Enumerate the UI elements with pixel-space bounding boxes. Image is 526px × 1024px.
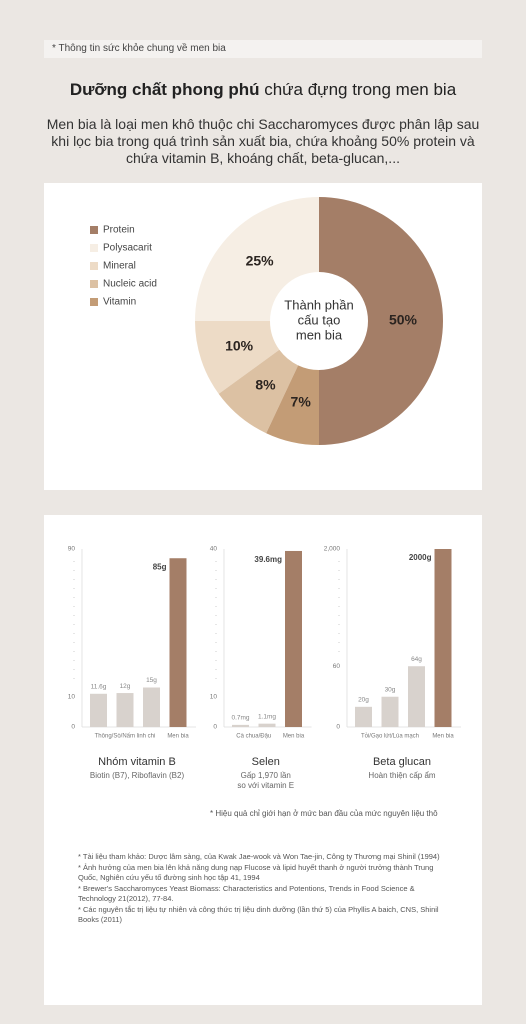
intro: Men bia là loại men khô thuộc chi Saccha… bbox=[46, 116, 480, 166]
reference: * Brewer's Saccharomyces Yeast Biomass: … bbox=[78, 883, 415, 904]
legend-label: Nucleic acid bbox=[103, 279, 157, 290]
value-label: 12g bbox=[120, 683, 131, 690]
center-label: men bia bbox=[296, 327, 343, 342]
reference: * Các nguyên tắc trị liệu tự nhiên và cô… bbox=[78, 904, 439, 925]
value-label: 50% bbox=[389, 312, 418, 328]
bar bbox=[285, 550, 302, 727]
bar bbox=[143, 687, 160, 727]
value-label: 39.6mg bbox=[254, 555, 282, 564]
bar bbox=[258, 723, 276, 727]
reference: * Tài liệu tham khảo: Dược lâm sàng, của… bbox=[78, 852, 440, 861]
legend-swatch bbox=[90, 298, 98, 306]
x-tick-label: Thông/Sò/Nấm linh chi bbox=[95, 734, 156, 740]
value-label: 1.1mg bbox=[258, 713, 276, 720]
value-label: 2000g bbox=[409, 553, 432, 562]
y-tick-label: 10 bbox=[68, 693, 76, 700]
donut-slice bbox=[218, 349, 299, 434]
donut-slice bbox=[195, 321, 280, 394]
y-tick-label: 0 bbox=[213, 724, 217, 731]
panel bbox=[44, 515, 482, 1005]
legend-label: Protein bbox=[103, 225, 135, 236]
bar bbox=[381, 696, 399, 727]
donut-slice bbox=[266, 365, 319, 445]
footnote: * Hiệu quả chỉ giới hạn ở mức ban đầu củ… bbox=[210, 809, 438, 818]
value-label: 8% bbox=[255, 376, 276, 392]
value-label: 0.7mg bbox=[231, 715, 249, 722]
y-tick-label: 0 bbox=[71, 724, 75, 731]
value-label: 64g bbox=[411, 656, 422, 663]
chart-subtitle: Gấp 1,970 lần bbox=[241, 771, 291, 780]
y-tick-label: 2,000 bbox=[324, 546, 341, 553]
legend-label: Polysacarit bbox=[103, 243, 152, 254]
legend-swatch bbox=[90, 280, 98, 288]
bar bbox=[90, 693, 107, 727]
value-label: 20g bbox=[358, 697, 369, 704]
y-tick-label: 10 bbox=[210, 693, 218, 700]
bar bbox=[355, 706, 372, 727]
bar bbox=[169, 558, 187, 727]
bar bbox=[116, 693, 134, 727]
title: Dưỡng chất phong phú chứa đựng trong men… bbox=[0, 80, 526, 100]
chart-subtitle: Hoàn thiện cấp ẩm bbox=[368, 771, 435, 780]
chart-title: Selen bbox=[252, 756, 280, 768]
reference: * Ảnh hưởng của men bia lên khả năng dun… bbox=[78, 862, 434, 883]
legend-label: Vitamin bbox=[103, 297, 136, 308]
value-label: 30g bbox=[385, 686, 396, 693]
y-tick-label: 40 bbox=[210, 546, 218, 553]
value-label: 85g bbox=[153, 562, 167, 571]
y-tick-label: 60 bbox=[333, 663, 341, 670]
x-tick-label: Tỏi/Gạo lứt/Lúa mạch bbox=[361, 733, 419, 740]
donut-slice bbox=[195, 197, 319, 321]
chart-subtitle: so với vitamin E bbox=[237, 781, 294, 790]
x-tick-label: Men bia bbox=[432, 734, 454, 740]
legend-swatch bbox=[90, 244, 98, 252]
bar bbox=[232, 724, 249, 727]
bar bbox=[434, 549, 452, 727]
x-tick-label: Men bia bbox=[283, 734, 305, 740]
value-label: 25% bbox=[246, 252, 275, 268]
value-label: 7% bbox=[291, 394, 312, 410]
chart-title: Nhóm vitamin B bbox=[98, 756, 176, 768]
center-label: Thành phần bbox=[284, 297, 353, 312]
x-tick-label: Cà chua/Đậu bbox=[236, 734, 271, 740]
bar bbox=[408, 666, 425, 727]
y-tick-label: 90 bbox=[68, 546, 76, 553]
title-rest: chứa đựng trong men bia bbox=[264, 80, 457, 99]
note: * Thông tin sức khỏe chung về men bia bbox=[44, 40, 482, 58]
legend-swatch bbox=[90, 226, 98, 234]
y-tick-label: 0 bbox=[336, 724, 340, 731]
chart-title: Beta glucan bbox=[373, 756, 431, 768]
references: * Tài liệu tham khảo: Dược lâm sàng, của… bbox=[78, 852, 448, 926]
legend-label: Mineral bbox=[103, 261, 136, 272]
value-label: 11.6g bbox=[91, 684, 107, 691]
center-label: cấu tạo bbox=[298, 312, 341, 327]
value-label: 10% bbox=[225, 338, 254, 354]
donut-slice bbox=[319, 197, 443, 445]
value-label: 15g bbox=[146, 677, 157, 684]
x-tick-label: Men bia bbox=[167, 734, 189, 740]
title-bold: Dưỡng chất phong phú bbox=[69, 80, 260, 99]
legend-swatch bbox=[90, 262, 98, 270]
chart-subtitle: Biotin (B7), Riboflavin (B2) bbox=[90, 771, 185, 780]
